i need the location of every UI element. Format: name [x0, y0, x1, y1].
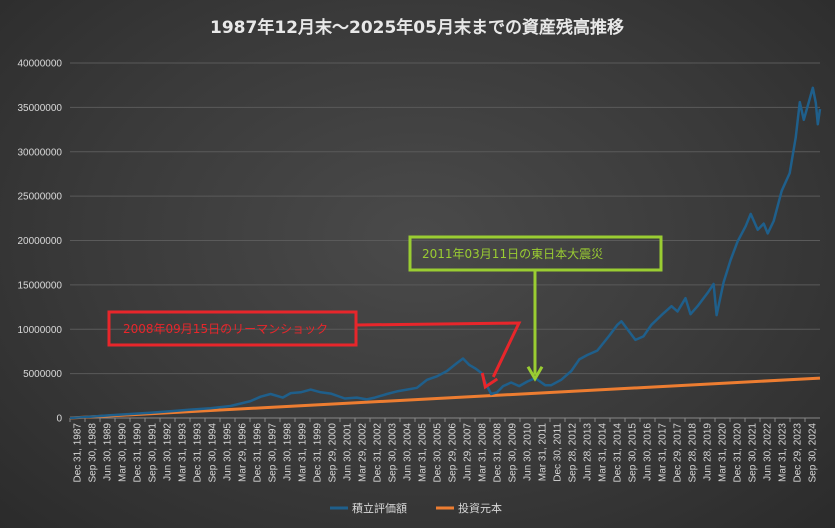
x-tick-label: Sep 30, 1988: [88, 423, 99, 483]
x-tick-label: Jun 28, 2013: [583, 423, 594, 481]
x-tick-label: Jun 30, 1989: [103, 423, 114, 481]
legend: 積立評価額 投資元本: [330, 501, 502, 515]
x-tick-label: Jun 28, 2019: [703, 423, 714, 481]
y-tick-label: 35000000: [18, 103, 63, 114]
x-tick-label: Mar 31, 1993: [178, 423, 189, 482]
x-tick-label: Dec 30, 2005: [433, 423, 444, 483]
x-tick-label: Jun 30, 2022: [763, 423, 774, 481]
y-tick-label: 5000000: [23, 369, 62, 380]
x-tick-label: Dec 29, 2023: [793, 423, 804, 483]
x-axis: Dec 31, 1987 Sep 30, 1988 Jun 30, 1989 Mar …: [69, 418, 819, 483]
x-tick-label: Sep 30, 1997: [268, 423, 279, 483]
x-tick-label: Sep 30, 2024: [808, 423, 819, 483]
x-tick-label: Mar 31, 1999: [298, 423, 309, 482]
y-tick-label: 15000000: [18, 280, 63, 291]
y-tick-label: 20000000: [18, 236, 63, 247]
x-tick-label: Mar 31, 2011: [538, 423, 549, 482]
x-tick-label: Mar 31, 2005: [418, 423, 429, 482]
x-tick-label: Dec 31, 1999: [313, 423, 324, 483]
series-lines: [69, 86, 822, 420]
legend-label-0: 積立評価額: [352, 501, 407, 515]
x-tick-label: Dec 29, 2017: [673, 423, 684, 483]
x-tick-label: Jun 30, 1998: [283, 423, 294, 481]
y-tick-label: 10000000: [18, 325, 63, 336]
y-tick-label: 30000000: [18, 147, 63, 158]
x-tick-label: Sep 29, 2006: [448, 423, 459, 483]
annotation-arrow-lehman: [355, 321, 522, 378]
annotations: 2008年09月15日のリーマンショック 2011年03月11日の東日本大震災: [107, 235, 663, 390]
x-tick-label: Mar 29, 1996: [238, 423, 249, 482]
x-tick-label: Jun 29, 2007: [463, 423, 474, 481]
annotation-arrowhead-lehman: [480, 372, 499, 390]
series-line-1: [69, 376, 821, 420]
legend-label-1: 投資元本: [458, 501, 502, 515]
x-tick-label: Sep 30, 1991: [148, 423, 159, 483]
x-tick-label: Sep 30, 1994: [208, 423, 219, 483]
y-tick-label: 25000000: [18, 192, 63, 203]
annotation-label-earthquake: 2011年03月11日の東日本大震災: [422, 247, 603, 261]
x-tick-label: Jun 30, 2010: [523, 423, 534, 481]
x-tick-label: Jun 30, 2004: [403, 423, 414, 481]
x-tick-label: Sep 28, 2018: [688, 423, 699, 483]
x-tick-label: Sep 30, 2021: [748, 423, 759, 483]
x-tick-label: Dec 31, 1990: [133, 423, 144, 483]
annotation-box-lehman: [107, 310, 358, 347]
x-tick-label: Jun 30, 2016: [643, 423, 654, 481]
x-tick-label: Sep 30, 2015: [628, 423, 639, 483]
x-tick-label: Jun 30, 2001: [343, 423, 354, 481]
x-tick-label: Mar 31, 2023: [778, 423, 789, 482]
annotation-label-lehman: 2008年09月15日のリーマンショック: [123, 322, 328, 336]
y-tick-label: 40000000: [18, 59, 63, 70]
x-tick-label: Sep 29, 2000: [328, 423, 339, 483]
x-tick-label: Jun 30, 1992: [163, 423, 174, 481]
x-tick-label: Dec 31, 1987: [73, 423, 84, 483]
x-tick-label: Sep 30, 2003: [388, 423, 399, 483]
x-tick-label: Sep 30, 2009: [508, 423, 519, 483]
x-tick-label: Dec 31, 1993: [193, 423, 204, 483]
chart-title: 1987年12月末～2025年05月末までの資産残高推移: [210, 17, 624, 38]
x-tick-label: Dec 31, 2020: [733, 423, 744, 483]
x-tick-label: Mar 31, 2020: [718, 423, 729, 482]
x-tick-label: Dec 31, 2008: [493, 423, 504, 483]
annotation-arrowhead-earthquake: [526, 365, 544, 382]
y-axis: 0 5000000 10000000 15000000 20000000 25000000…: [18, 59, 63, 425]
x-tick-label: Mar 31, 2008: [478, 423, 489, 482]
x-tick-label: Mar 31, 2014: [598, 423, 609, 482]
grid-lines: [70, 62, 820, 419]
x-tick-label: Dec 31, 1996: [253, 423, 264, 483]
x-tick-label: Mar 31, 2017: [658, 423, 669, 482]
y-tick-label: 0: [56, 414, 62, 425]
x-tick-label: Mar 29, 2002: [358, 423, 369, 482]
x-tick-label: Mar 30, 1990: [118, 423, 129, 482]
x-tick-label: Dec 30, 2011: [553, 423, 564, 482]
x-tick-label: Dec 31, 2014: [613, 423, 624, 483]
x-tick-label: Dec 31, 2002: [373, 423, 384, 483]
series-line-0: [69, 86, 822, 420]
x-tick-label: Sep 28, 2012: [568, 423, 579, 483]
x-tick-label: Jun 30, 1995: [223, 423, 234, 481]
